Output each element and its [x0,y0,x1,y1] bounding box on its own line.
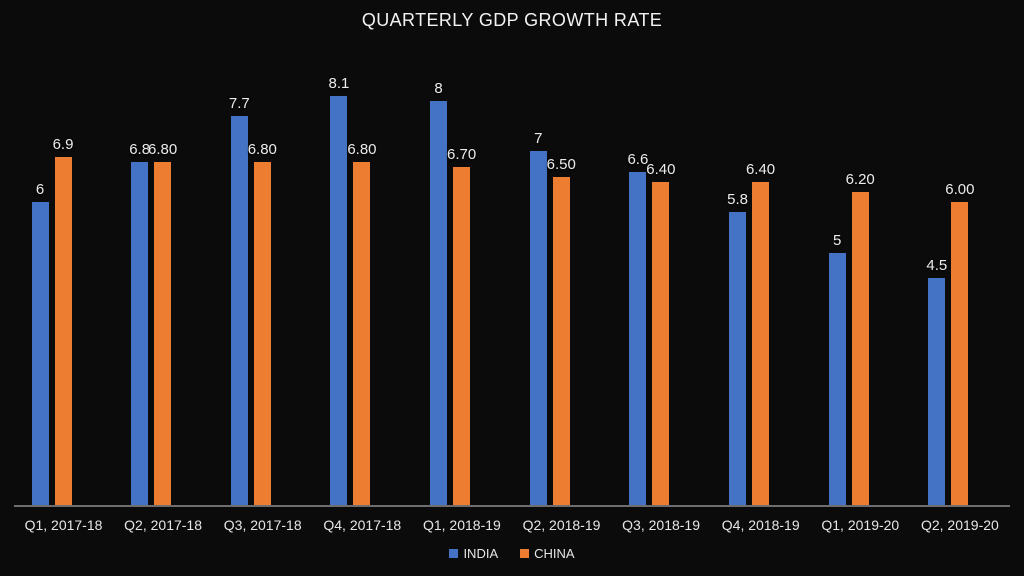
x-axis-line [14,505,1010,507]
bar-india-q2-2017-18 [131,162,149,506]
value-label-india: 7.7 [228,95,250,112]
value-label-china: 6.40 [745,161,776,178]
legend-label-india: INDIA [463,546,499,561]
bar-china-q3-2018-19 [652,182,670,506]
bar-india-q3-2017-18 [230,116,248,506]
x-axis-label: Q2, 2019-20 [920,517,999,533]
value-label-china: 6.9 [52,136,74,153]
x-axis-label: Q4, 2018-19 [721,517,800,533]
bar-china-q4-2017-18 [353,162,371,506]
legend-label-china: CHINA [534,546,575,561]
bar-china-q2-2019-20 [951,202,969,506]
x-axis-label: Q4, 2017-18 [323,517,402,533]
value-label-india: 7 [534,130,543,147]
value-label-china: 6.80 [247,141,277,158]
chart-title: QUARTERLY GDP GROWTH RATE [361,10,663,30]
bar-india-q1-2019-20 [828,253,846,506]
value-label-china: 6.20 [845,171,875,188]
x-axis-label: Q3, 2018-19 [622,517,701,533]
legend-item-china: CHINA [520,546,575,561]
x-axis-label: Q1, 2017-18 [24,517,103,533]
value-label-india: 5.8 [727,191,748,208]
value-label-china: 6.40 [646,161,676,178]
bar-china-q3-2017-18 [253,162,271,506]
legend-item-india: INDIA [449,546,498,561]
bar-india-q1-2017-18 [31,202,49,506]
x-axis-label: Q2, 2018-19 [522,517,601,533]
bar-china-q1-2017-18 [54,157,72,506]
bar-china-q1-2019-20 [851,192,869,506]
bar-china-q2-2018-19 [552,177,570,506]
bar-india-q4-2018-19 [729,212,747,506]
bar-india-q2-2019-20 [928,278,946,506]
value-label-china: 6.80 [148,141,178,158]
legend: INDIA CHINA [0,546,1024,561]
x-axis-label: Q3, 2017-18 [223,517,302,533]
china-series-swatch-icon [520,549,530,558]
value-label-india: 4.5 [926,257,948,274]
value-label-india: 6.8 [129,141,151,158]
x-axis-label: Q2, 2017-18 [124,517,203,533]
bar-india-q3-2018-19 [629,172,647,506]
india-series-swatch-icon [449,549,459,558]
value-label-india: 6 [35,181,45,198]
bar-china-q2-2017-18 [154,162,172,506]
value-label-china: 6.50 [546,156,576,173]
bar-china-q1-2018-19 [453,167,471,506]
value-label-india: 6.6 [627,151,649,168]
bar-china-q4-2018-19 [752,182,770,506]
value-label-india: 5 [833,232,842,249]
bar-india-q1-2018-19 [430,101,448,506]
value-label-china: 6.00 [945,181,975,198]
x-axis-label: Q1, 2019-20 [821,517,900,533]
bar-india-q2-2018-19 [529,151,547,506]
x-axis-label: Q1, 2018-19 [422,517,501,533]
value-label-india: 8.1 [328,75,350,92]
value-label-india: 8 [434,80,443,97]
value-label-china: 6.80 [347,141,377,158]
bar-india-q4-2017-18 [330,96,348,506]
value-label-china: 6.70 [446,146,477,163]
